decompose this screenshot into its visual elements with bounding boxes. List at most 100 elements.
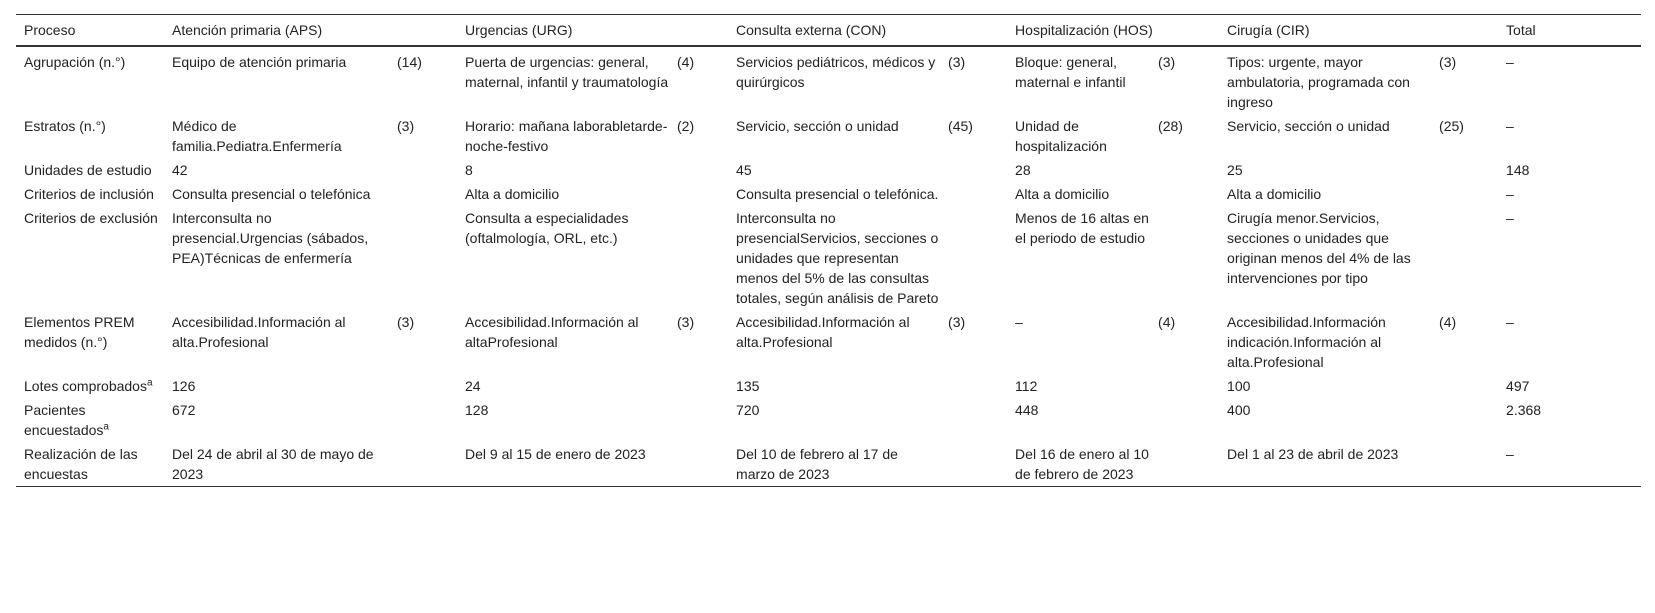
total-cell: – [1506, 118, 1514, 134]
row-label-text: Estratos (n.°) [24, 118, 106, 134]
cell-count [1150, 182, 1219, 206]
cell-count [389, 158, 457, 182]
cell-text: 24 [465, 378, 481, 394]
cell-count [1431, 206, 1498, 310]
cell-text: 448 [1015, 402, 1039, 418]
cell-count [669, 374, 728, 398]
cell-count: (3) [948, 54, 966, 70]
cell-text: Unidad de hospitalización [1015, 118, 1107, 154]
cell-text: 25 [1227, 162, 1243, 178]
cell-text: Tipos: urgente, mayor ambulatoria, progr… [1227, 54, 1410, 110]
cell-count: (4) [677, 54, 695, 70]
cell-text: Bloque: general, maternal e infantil [1015, 54, 1126, 90]
cell-text: 45 [736, 162, 752, 178]
cell-count [1431, 374, 1498, 398]
table-row: Agrupación (n.°) Equipo de atención prima… [16, 46, 1641, 114]
cell-text: Equipo de atención primaria [172, 54, 347, 70]
cell-text: Alta a domicilio [1227, 186, 1322, 202]
cell-text: Interconsulta no presencial.Urgencias (s… [172, 210, 369, 266]
header-cell: Urgencias (URG) [457, 14, 729, 47]
cell-text: Del 1 al 23 de abril de 2023 [1227, 446, 1399, 462]
cell-text: Alta a domicilio [465, 186, 560, 202]
row-label: Criterios de exclusión [16, 206, 164, 310]
row-label: Elementos PREM medidos (n.°) [16, 310, 164, 374]
data-table: Proceso Atención primaria (APS) Urgencias … [16, 14, 1641, 487]
row-label-text: Realización de las encuestas [24, 446, 138, 482]
cell-count [669, 442, 728, 487]
header-cell: Atención primaria (APS) [164, 14, 458, 47]
header-cell: Consulta externa (CON) [728, 14, 1008, 47]
cell-text: Accesibilidad.Información al alta.Profes… [736, 314, 910, 350]
cell-text: Alta a domicilio [1015, 186, 1110, 202]
row-label: Unidades de estudio [16, 158, 164, 182]
cell-count: (2) [677, 118, 695, 134]
cell-count [1431, 158, 1498, 182]
cell-count: (3) [1158, 54, 1176, 70]
total-cell: – [1506, 314, 1514, 330]
cell-text: 720 [736, 402, 760, 418]
header-cell: Proceso [16, 14, 164, 47]
cell-count [940, 182, 1007, 206]
header-cell: Hospitalización (HOS) [1007, 14, 1220, 47]
row-label-text: Criterios de exclusión [24, 210, 158, 226]
total-cell: 497 [1506, 378, 1530, 394]
cell-text: Accesibilidad.Información al altaProfesi… [465, 314, 639, 350]
cell-text: Médico de familia.Pediatra.Enfermería [172, 118, 342, 154]
cell-count [389, 374, 457, 398]
cell-count [1150, 206, 1219, 310]
table-row: Unidades de estudio 42 8 45 28 25 148 [16, 158, 1641, 182]
cell-count [940, 442, 1007, 487]
cell-count [1150, 158, 1219, 182]
cell-text: Cirugía menor.Servicios, secciones o uni… [1227, 210, 1411, 286]
row-label-text: Agrupación (n.°) [24, 54, 126, 70]
total-cell: 2.368 [1506, 402, 1542, 418]
cell-count: (28) [1158, 118, 1183, 134]
cell-count [669, 182, 728, 206]
cell-text: Servicio, sección o unidad [736, 118, 899, 134]
cell-text: Accesibilidad.Información indicación.Inf… [1227, 314, 1386, 370]
cell-count: (3) [948, 314, 966, 330]
cell-count [940, 206, 1007, 310]
row-label: Lotes comprobadosa [16, 374, 164, 398]
cell-count [940, 398, 1007, 442]
row-label-text: Elementos PREM medidos (n.°) [24, 314, 135, 350]
cell-count [1431, 398, 1498, 442]
cell-count [669, 158, 728, 182]
header-cell: Cirugía (CIR) [1219, 14, 1499, 47]
cell-count [389, 182, 457, 206]
total-cell: – [1506, 54, 1514, 70]
table-row: Lotes comprobadosa 126 24 135 112 100 497 [16, 374, 1641, 398]
cell-count [940, 158, 1007, 182]
total-cell: – [1506, 446, 1514, 462]
cell-text: 112 [1015, 378, 1038, 394]
cell-count: (3) [677, 314, 695, 330]
cell-text: Servicios pediátricos, médicos y quirúrg… [736, 54, 936, 90]
cell-count [1431, 182, 1498, 206]
cell-text: 128 [465, 402, 489, 418]
footnote-mark: a [146, 377, 153, 389]
cell-count: (4) [1158, 314, 1176, 330]
cell-text: 42 [172, 162, 188, 178]
row-label: Realización de las encuestas [16, 442, 164, 487]
cell-text: 126 [172, 378, 196, 394]
cell-count: (25) [1439, 118, 1464, 134]
cell-text: Accesibilidad.Información al alta.Profes… [172, 314, 346, 350]
row-label-text: Unidades de estudio [24, 162, 152, 178]
row-label-text: Criterios de inclusión [24, 186, 154, 202]
cell-text: 400 [1227, 402, 1251, 418]
cell-text: Puerta de urgencias: general, maternal, … [465, 54, 669, 90]
row-label: Agrupación (n.°) [16, 46, 164, 114]
row-label-text: Lotes comprobados [24, 378, 147, 394]
table-row: Realización de las encuestas Del 24 de ab… [16, 442, 1641, 487]
cell-count: (3) [1439, 54, 1457, 70]
total-cell: – [1506, 186, 1514, 202]
cell-text: Del 10 de febrero al 17 de marzo de 2023 [736, 446, 898, 482]
cell-count: (3) [397, 314, 415, 330]
table-row: Criterios de inclusión Consulta presencia… [16, 182, 1641, 206]
header-row: Proceso Atención primaria (APS) Urgencias … [16, 14, 1641, 47]
cell-count [669, 206, 728, 310]
cell-text: 100 [1227, 378, 1251, 394]
cell-count [669, 398, 728, 442]
cell-text: Servicio, sección o unidad [1227, 118, 1390, 134]
